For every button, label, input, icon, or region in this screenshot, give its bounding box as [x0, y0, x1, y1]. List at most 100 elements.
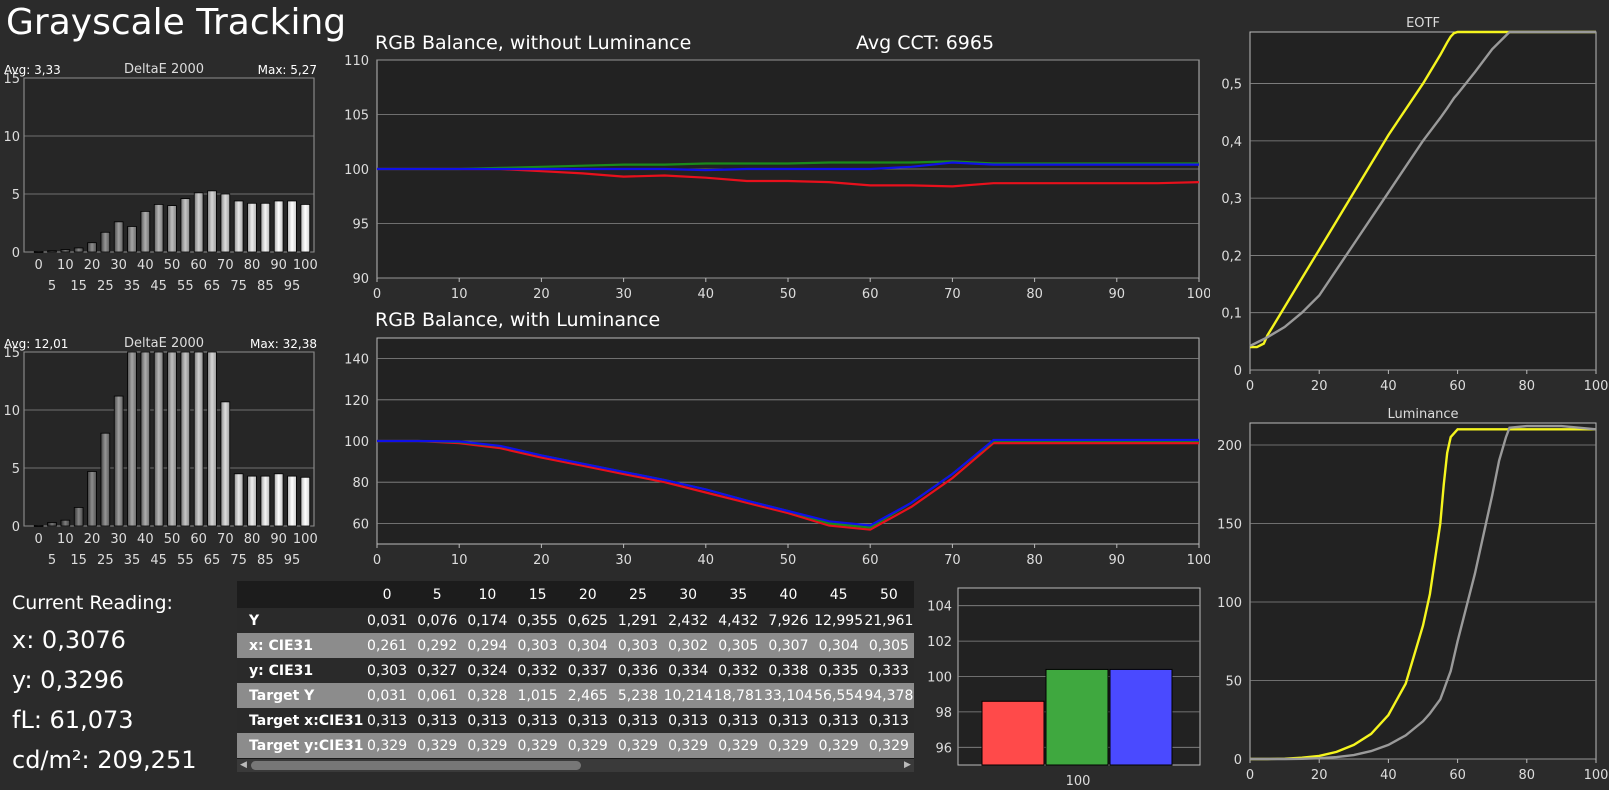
deltae-bottom-bar	[47, 522, 57, 527]
rgb-bar-green	[1045, 668, 1109, 766]
deltae-bottom-xtick-label: 5	[48, 553, 56, 568]
table-cell: 0,335	[813, 658, 864, 683]
table-cell: 12,995	[813, 608, 864, 633]
scroll-right-icon[interactable]: ▶	[904, 760, 911, 770]
deltae-bottom-bar	[100, 432, 111, 527]
table-cell: 0,292	[412, 633, 463, 658]
table-row: Y 0,031 0,076 0,174 0,355 0,625 1,291 2,432 4,43…	[237, 608, 914, 633]
table-cell: 0,329	[362, 733, 413, 758]
rgb-without-xtick-label: 70	[944, 287, 961, 302]
rgb-with-ytick-label: 80	[352, 476, 369, 491]
table-cell: 0,031	[362, 608, 413, 633]
deltae-bottom-bar	[193, 351, 204, 527]
deltae-top-bar	[260, 202, 271, 253]
luminance-xtick-label: 80	[1519, 768, 1536, 783]
eotf-title: EOTF	[1406, 16, 1440, 31]
deltae-top-xtick-label: 30	[110, 258, 127, 273]
deltae-bottom-bar	[60, 519, 71, 527]
horizontal-scrollbar[interactable]: ◀ ▶	[237, 759, 914, 772]
deltae-bottom-bar	[167, 351, 177, 527]
eotf-series-gray	[1249, 30, 1596, 347]
deltae-bottom-bar	[273, 473, 284, 527]
scrollbar-thumb[interactable]	[251, 761, 581, 770]
table-cell: 2,465	[562, 683, 613, 708]
table-cell: 0,304	[562, 633, 613, 658]
deltae-top-xtick-label: 90	[270, 258, 287, 273]
rgb-without-xtick-label: 0	[373, 287, 381, 302]
table-cell: 0,355	[512, 608, 563, 633]
deltae-bottom-bar	[233, 473, 244, 527]
table-cell: 0,307	[763, 633, 814, 658]
rgb-with-title: RGB Balance, with Luminance	[375, 309, 661, 331]
deltae-bottom-xtick-label: 70	[217, 532, 234, 547]
scroll-left-icon[interactable]: ◀	[240, 760, 247, 770]
deltae-top-bar	[273, 200, 284, 253]
rgb-bars-ytick-label: 102	[927, 635, 952, 650]
rgb-without-title: RGB Balance, without Luminance	[375, 32, 692, 54]
rgb-with-series-red	[377, 439, 1199, 531]
rgb-with-xtick-label: 10	[451, 553, 468, 568]
deltae-bottom-xtick-label: 55	[177, 553, 194, 568]
deltae-bottom-bar	[153, 351, 164, 527]
table-cell: 4,432	[713, 608, 764, 633]
table-cell: 18,781	[713, 683, 764, 708]
deltae-bottom-avg-label: Avg: 12,01	[4, 337, 68, 351]
eotf-ytick-label: 0	[1234, 364, 1242, 379]
rgb-bars-ytick-label: 100	[927, 671, 952, 686]
table-cell: 0,329	[763, 733, 814, 758]
eotf-ytick-label: 0,2	[1221, 249, 1242, 264]
table-cell: 0,324	[462, 658, 513, 683]
deltae-top-bar	[220, 193, 231, 253]
rgb-bars-chart: 96 98 100 102 104 100	[927, 587, 1201, 789]
rgb-with-xtick-label: 80	[1026, 553, 1043, 568]
rgb-bars-ytick-label: 96	[935, 741, 952, 756]
eotf-ytick-label: 0,3	[1221, 192, 1242, 207]
rgb-with-xtick-label: 90	[1109, 553, 1126, 568]
table-cell: 5,238	[612, 683, 664, 708]
luminance-series-gray	[1250, 424, 1597, 761]
table-cell: 0,303	[512, 633, 563, 658]
luminance-xtick-label: 100	[1584, 768, 1609, 783]
rgb-with-xtick-label: 100	[1187, 553, 1210, 568]
deltae-top-bar	[153, 204, 164, 253]
rgb-with-ytick-label: 60	[352, 517, 369, 532]
rgb-with-xtick-label: 60	[862, 553, 879, 568]
deltae-top-bar	[247, 202, 257, 253]
table-cell: 0,329	[813, 733, 864, 758]
rgb-balance-without-chart: 90 95 100 105 110 0 10 20 30 40 50 60 70 80 90 100	[344, 54, 1210, 302]
deltae-bottom-xtick-label: 15	[70, 553, 87, 568]
deltae-top-max-label: Max: 5,27	[258, 63, 317, 77]
luminance-xtick-label: 20	[1311, 768, 1328, 783]
rgb-with-ytick-label: 100	[344, 435, 369, 450]
luminance-xtick-label: 0	[1246, 768, 1254, 783]
deltae-bottom-bar	[300, 476, 311, 527]
table-cell: 0,303	[362, 658, 413, 683]
eotf-chart: 0 0,1 0,2 0,3 0,4 0,5 0 20 40 60 80 100 EOTF	[1221, 16, 1608, 394]
rgb-with-series-blue	[377, 438, 1199, 527]
table-cell: 0,302	[663, 633, 714, 658]
deltae-top-bar	[60, 249, 71, 253]
table-row: Target y:CIE31 0,329 0,329 0,329 0,329 0,329 0…	[237, 733, 914, 758]
deltae-bottom-title: DeltaE 2000	[124, 336, 204, 351]
eotf-xtick-label: 0	[1246, 379, 1254, 394]
deltae-top-bar	[127, 226, 137, 253]
table-cell: 0,329	[462, 733, 513, 758]
rgb-bar-blue	[1109, 668, 1173, 766]
deltae-top-xtick-label: 55	[177, 279, 194, 294]
deltae-top-bar	[167, 205, 177, 253]
table-row-label: Y	[237, 608, 362, 633]
rgb-without-ytick-label: 110	[344, 54, 369, 69]
deltae-top-bar	[100, 231, 111, 253]
luminance-ytick-label: 50	[1225, 674, 1242, 689]
deltae-top-ytick-label: 15	[3, 72, 20, 87]
luminance-xtick-label: 40	[1380, 768, 1397, 783]
table-cell: 0,174	[462, 608, 513, 633]
deltae-bottom-bar	[247, 475, 257, 527]
deltae-bottom-ytick-label: 5	[12, 462, 20, 477]
table-cell: 0,338	[763, 658, 814, 683]
deltae-bottom-xtick-label: 90	[270, 532, 287, 547]
reading-x: x: 0,3076	[12, 626, 126, 654]
rgb-without-xtick-label: 20	[533, 287, 550, 302]
table-cell: 10,214	[663, 683, 714, 708]
